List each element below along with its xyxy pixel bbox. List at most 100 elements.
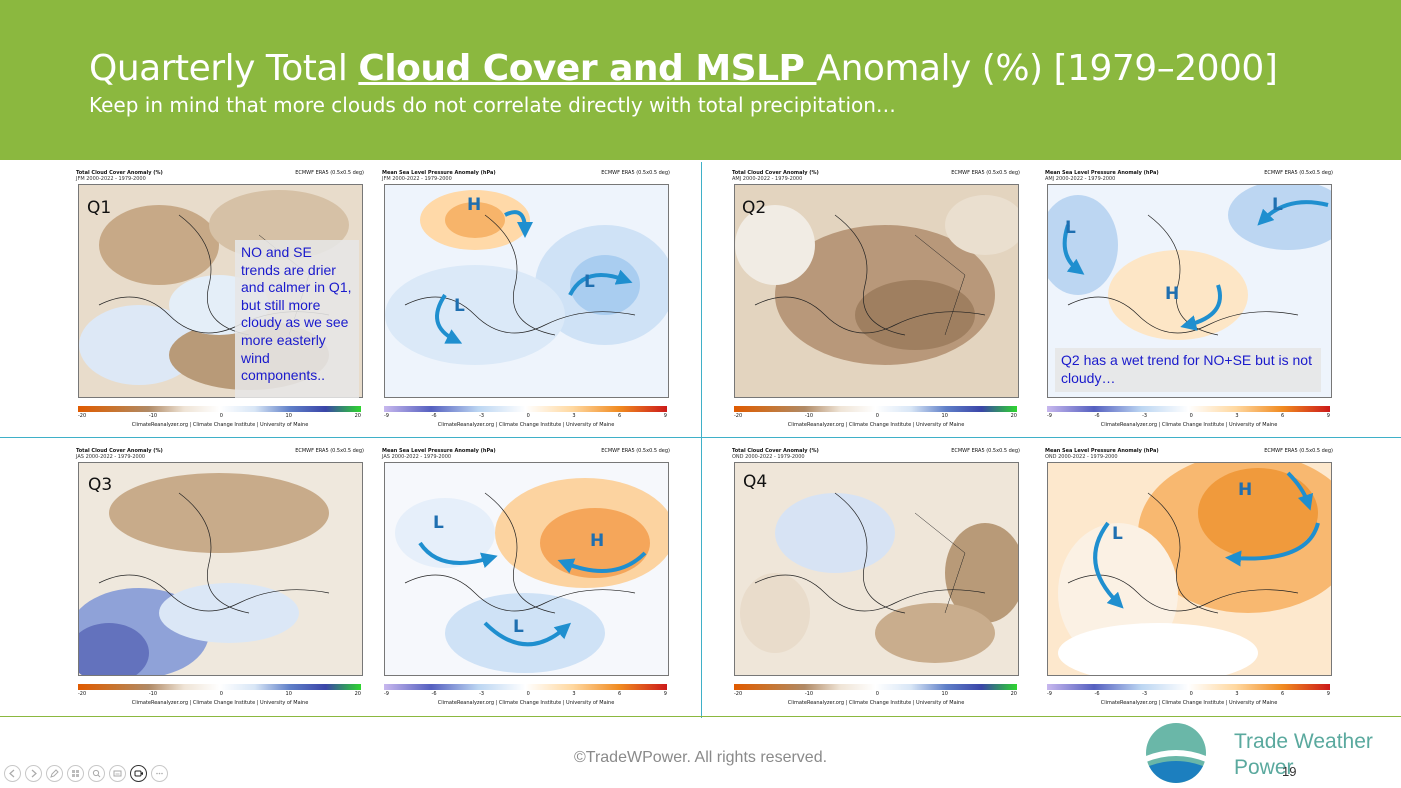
panel-subtitle: JAS 2000-2022 - 1979-2000	[76, 454, 146, 460]
camera-icon[interactable]	[130, 765, 147, 782]
grid-divider	[0, 437, 1401, 438]
panel-source: ECMWF ERA5 (0.5x0.5 deg)	[601, 170, 670, 176]
more-icon[interactable]	[151, 765, 168, 782]
panel-title: Total Cloud Cover Anomaly (%)	[732, 170, 819, 176]
tick-label: 20	[1010, 413, 1017, 419]
tick-label: 0	[875, 691, 879, 697]
high-pressure-label: H	[1238, 480, 1253, 500]
tick-label: 6	[1281, 413, 1285, 419]
brand-logo	[1145, 722, 1207, 784]
tick-label: -20	[734, 413, 743, 419]
colorbar	[78, 684, 361, 690]
tick-label: 9	[663, 691, 667, 697]
panel-subtitle: JFM 2000-2022 - 1979-2000	[382, 176, 452, 182]
colorbar	[384, 406, 667, 412]
q4-label: Q4	[743, 472, 768, 492]
panel-source: ECMWF ERA5 (0.5x0.5 deg)	[1264, 448, 1333, 454]
q3-cloud-panel: Total Cloud Cover Anomaly (%) JAS 2000-2…	[70, 446, 370, 710]
colorbar-ticks: -9 -6 -3 0 3 6 9	[384, 691, 667, 698]
low-pressure-label: L	[1065, 218, 1076, 238]
panel-credit: ClimateReanalyzer.org | Climate Change I…	[437, 700, 615, 706]
tick-label: 3	[572, 413, 576, 419]
panel-credit: ClimateReanalyzer.org | Climate Change I…	[1100, 422, 1278, 428]
tick-label: 10	[285, 413, 292, 419]
next-icon[interactable]	[25, 765, 42, 782]
q3-label: Q3	[88, 475, 113, 495]
q2-mslp-panel: Mean Sea Level Pressure Anomaly (hPa) AM…	[1039, 168, 1339, 432]
low-pressure-label: L	[584, 272, 595, 292]
colorbar-ticks: -9 -6 -3 0 3 6 9	[384, 413, 667, 420]
tick-label: -10	[804, 413, 814, 419]
tick-label: 9	[1326, 413, 1330, 419]
tick-label: -10	[804, 691, 814, 697]
low-pressure-label: L	[454, 296, 465, 316]
title-part: Anomaly (%) [1979–2000]	[816, 48, 1278, 89]
tick-label: 0	[875, 413, 879, 419]
high-pressure-label: H	[590, 531, 605, 551]
high-pressure-label: H	[467, 195, 482, 215]
panel-credit: ClimateReanalyzer.org | Climate Change I…	[131, 422, 309, 428]
panel-title: Total Cloud Cover Anomaly (%)	[732, 448, 819, 454]
tick-label: 10	[941, 691, 948, 697]
panel-subtitle: AMJ 2000-2022 - 1979-2000	[732, 176, 803, 182]
page-number: 19	[1282, 764, 1297, 779]
mslp-anomaly-map	[1047, 462, 1332, 676]
tick-label: -3	[479, 691, 485, 697]
q1-label: Q1	[87, 198, 112, 218]
colorbar-ticks: -9 -6 -3 0 3 6 9	[1047, 413, 1330, 420]
tick-label: 9	[1326, 691, 1330, 697]
tick-label: 0	[219, 691, 223, 697]
tick-label: 10	[941, 413, 948, 419]
panel-source: ECMWF ERA5 (0.5x0.5 deg)	[295, 170, 364, 176]
q3-mslp-panel: Mean Sea Level Pressure Anomaly (hPa) JA…	[376, 446, 676, 710]
subtitles-icon[interactable]	[109, 765, 126, 782]
panel-credit: ClimateReanalyzer.org | Climate Change I…	[131, 700, 309, 706]
q1-mslp-panel: Mean Sea Level Pressure Anomaly (hPa) JF…	[376, 168, 676, 432]
q2-cloud-panel: Total Cloud Cover Anomaly (%) AMJ 2000-2…	[726, 168, 1026, 432]
footer-divider	[0, 716, 1401, 717]
tick-label: 6	[618, 691, 622, 697]
low-pressure-label: L	[1112, 524, 1123, 544]
slides-icon[interactable]	[67, 765, 84, 782]
presenter-toolbar	[4, 765, 168, 782]
pen-icon[interactable]	[46, 765, 63, 782]
panel-subtitle: AMJ 2000-2022 - 1979-2000	[1045, 176, 1116, 182]
tick-label: 0	[219, 413, 223, 419]
panel-subtitle: JAS 2000-2022 - 1979-2000	[382, 454, 452, 460]
prev-icon[interactable]	[4, 765, 21, 782]
panel-source: ECMWF ERA5 (0.5x0.5 deg)	[1264, 170, 1333, 176]
tick-label: 0	[1189, 691, 1193, 697]
tick-label: -6	[431, 413, 437, 419]
tick-label: 9	[663, 413, 667, 419]
tick-label: 0	[1189, 413, 1193, 419]
tick-label: 10	[285, 691, 292, 697]
slide-subtitle: Keep in mind that more clouds do not cor…	[89, 93, 896, 117]
panel-title: Total Cloud Cover Anomaly (%)	[76, 448, 163, 454]
tick-label: 6	[618, 413, 622, 419]
tick-label: -9	[384, 413, 389, 419]
q1-note: NO and SE trends are drier and calmer in…	[235, 240, 359, 398]
tick-label: 3	[1235, 413, 1239, 419]
cloud-anomaly-map	[734, 462, 1019, 676]
tick-label: -9	[1047, 691, 1052, 697]
tick-label: -9	[1047, 413, 1052, 419]
q4-cloud-panel: Total Cloud Cover Anomaly (%) OND 2000-2…	[726, 446, 1026, 710]
tick-label: 20	[1010, 691, 1017, 697]
tick-label: 0	[526, 691, 530, 697]
low-pressure-label: L	[1272, 195, 1283, 215]
low-pressure-label: L	[513, 617, 524, 637]
panel-title: Mean Sea Level Pressure Anomaly (hPa)	[1045, 170, 1159, 176]
brand-line: Trade Weather	[1234, 730, 1373, 753]
colorbar-ticks: -20 -10 0 10 20	[734, 691, 1017, 698]
zoom-icon[interactable]	[88, 765, 105, 782]
tick-label: -10	[148, 413, 158, 419]
tick-label: -3	[1142, 691, 1148, 697]
q2-label: Q2	[742, 198, 767, 218]
colorbar	[734, 406, 1017, 412]
panel-credit: ClimateReanalyzer.org | Climate Change I…	[787, 422, 965, 428]
panel-source: ECMWF ERA5 (0.5x0.5 deg)	[295, 448, 364, 454]
slide-title: Quarterly Total Cloud Cover and MSLP Ano…	[89, 48, 1278, 90]
tick-label: 3	[1235, 691, 1239, 697]
colorbar-ticks: -9 -6 -3 0 3 6 9	[1047, 691, 1330, 698]
mslp-anomaly-map	[384, 462, 669, 676]
